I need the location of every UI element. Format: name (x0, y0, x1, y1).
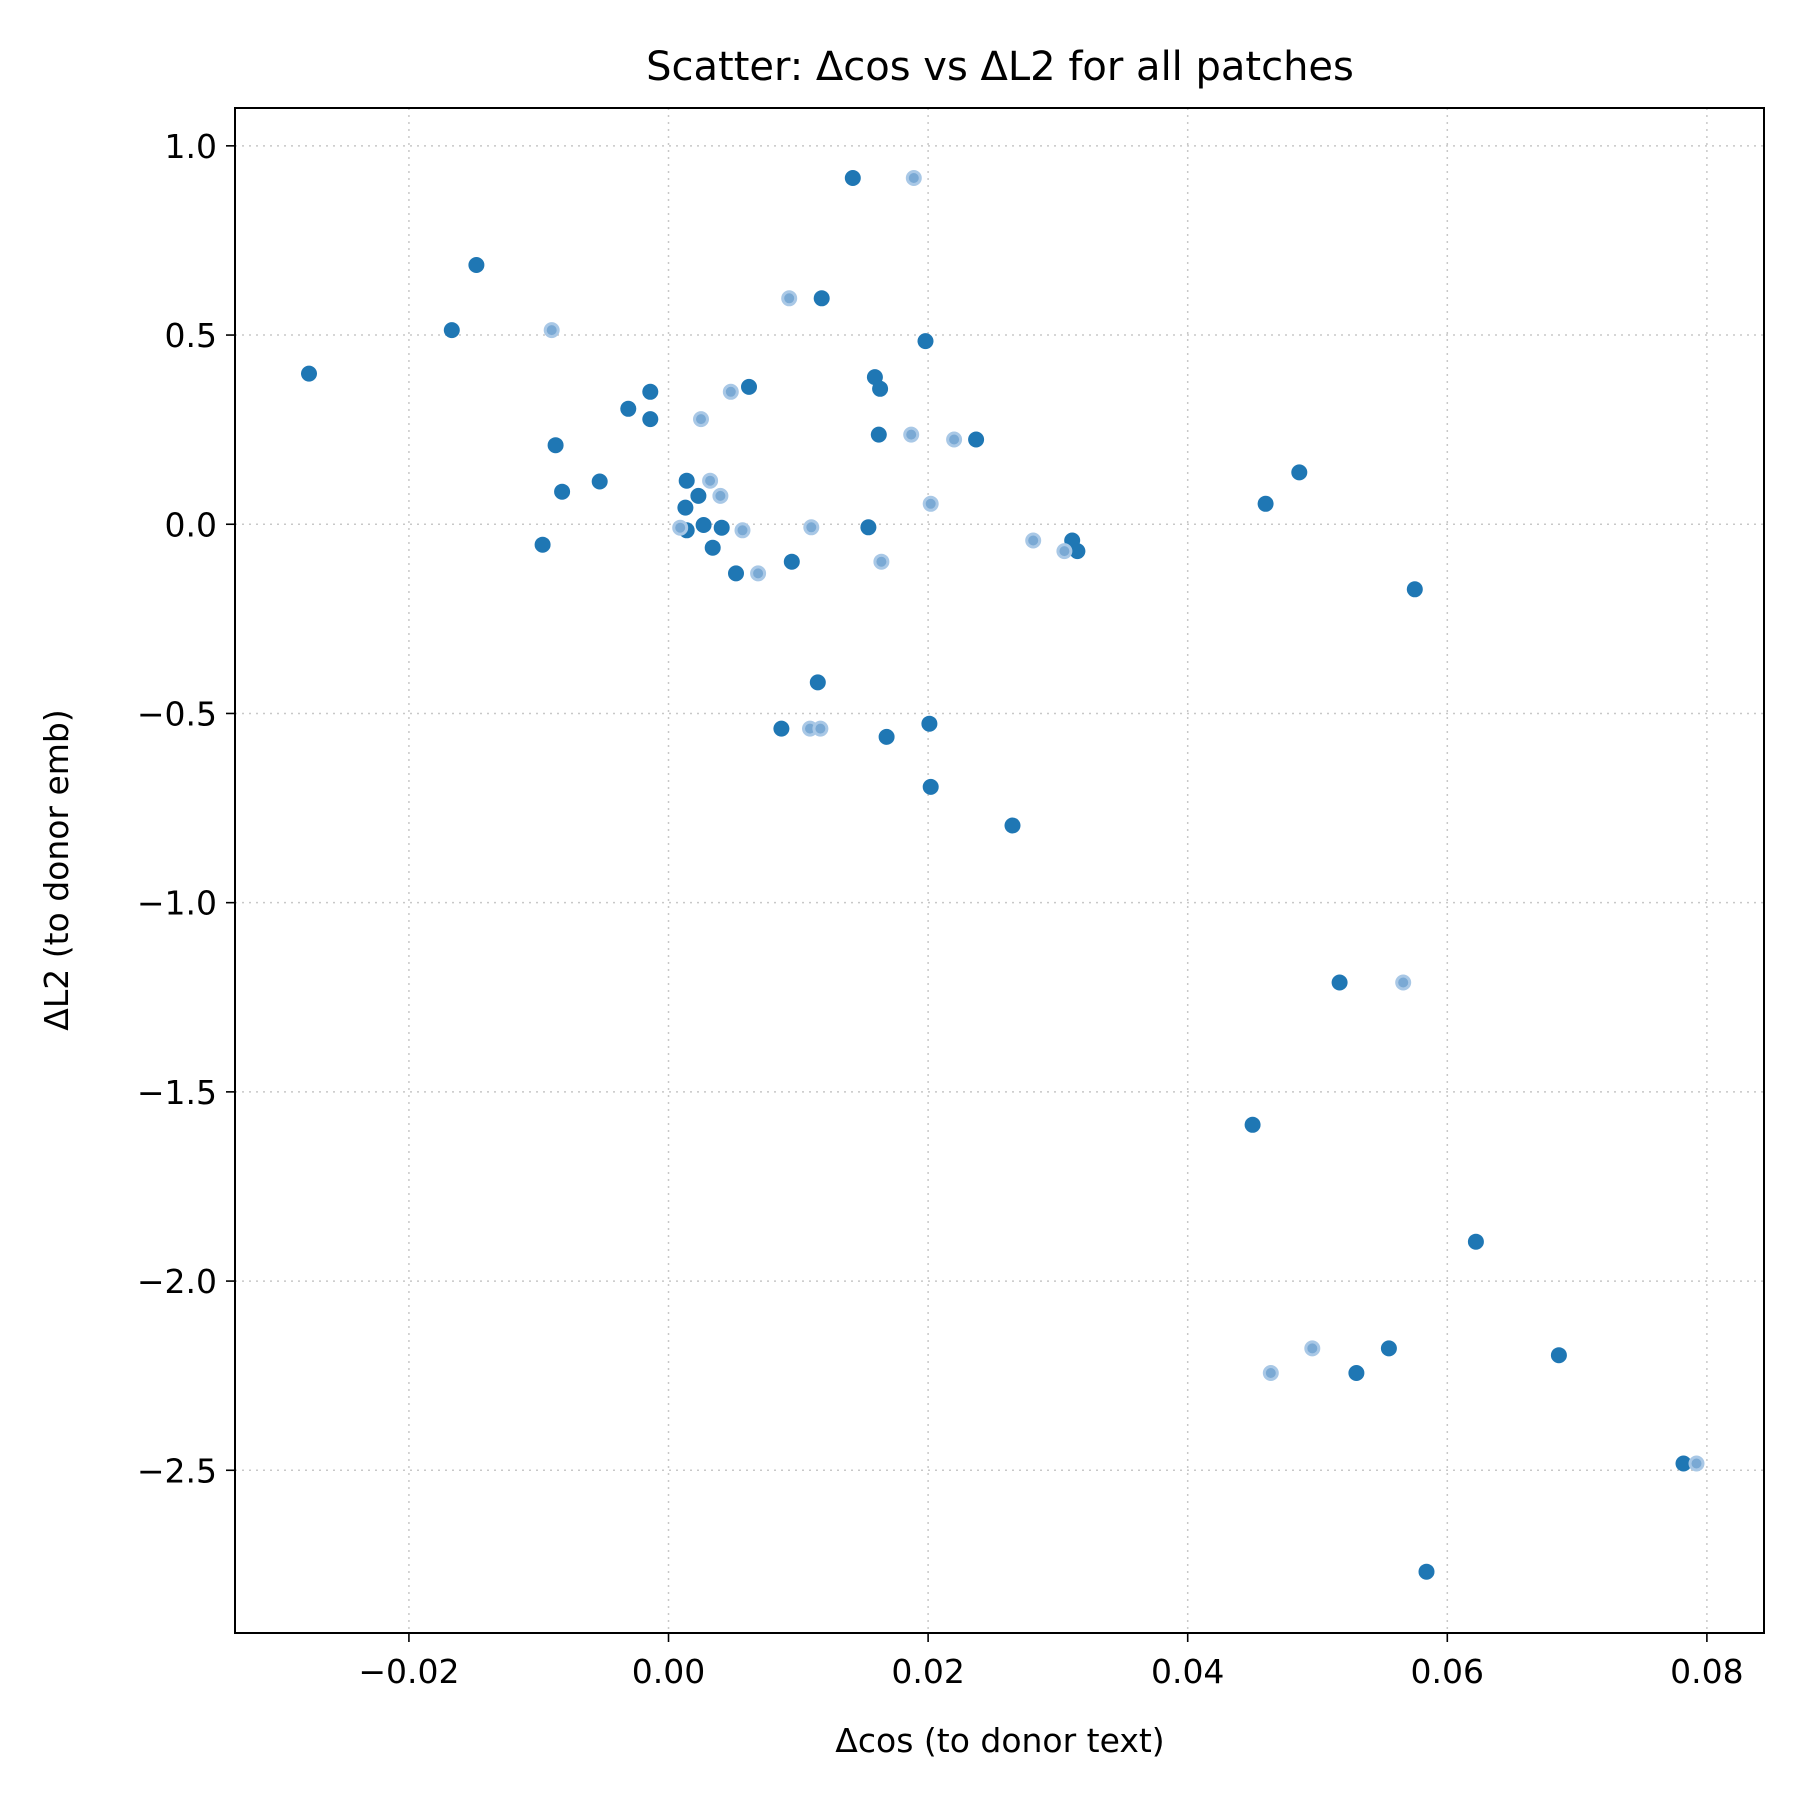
x-tick-label: 0.06 (1411, 1652, 1484, 1691)
data-point-faded (1025, 532, 1042, 549)
data-point (809, 674, 826, 691)
data-point (773, 720, 790, 737)
data-point-faded (722, 383, 739, 400)
data-point-faded (812, 720, 829, 737)
data-point-faded (702, 472, 719, 489)
data-point (922, 778, 939, 795)
data-point (1244, 1116, 1261, 1133)
data-point (1467, 1233, 1484, 1250)
data-point (1291, 464, 1308, 481)
data-point (1406, 581, 1423, 598)
data-point (968, 431, 985, 448)
data-point (860, 519, 877, 536)
data-point-faded (672, 519, 689, 536)
data-point (728, 565, 744, 582)
data-point-faded (905, 170, 922, 186)
data-point (844, 170, 861, 186)
data-point (921, 715, 938, 732)
data-point-faded (803, 519, 820, 536)
y-tick-label: −1.0 (137, 884, 217, 923)
data-point (917, 333, 934, 350)
data-point (813, 290, 830, 307)
data-point (677, 499, 694, 516)
data-point (1004, 817, 1021, 834)
data-point (620, 400, 637, 417)
data-point-faded (543, 322, 560, 339)
x-axis-ticks: −0.02 0.00 0.02 0.04 0.06 0.08 (358, 1633, 1744, 1691)
data-point-faded (734, 522, 751, 539)
data-point (468, 257, 485, 273)
data-point-faded (873, 553, 890, 570)
data-point-faded (712, 487, 729, 504)
data-point (1069, 543, 1086, 560)
data-point-faded (1688, 1455, 1705, 1472)
data-point (1380, 1340, 1397, 1357)
data-point (695, 517, 712, 533)
data-point (547, 437, 564, 454)
data-point (301, 365, 317, 382)
x-tick-label: 0.04 (1151, 1652, 1224, 1691)
data-point (1257, 495, 1274, 512)
data-point-faded (1056, 543, 1073, 560)
data-point (783, 553, 800, 570)
y-tick-label: −2.5 (137, 1451, 217, 1490)
x-tick-label: 0.02 (891, 1652, 964, 1691)
y-tick-label: 0.0 (165, 505, 217, 544)
data-point-faded (946, 431, 963, 448)
chart-title: Scatter: Δcos vs ΔL2 for all patches (646, 44, 1354, 90)
data-point (534, 536, 551, 553)
data-point (1550, 1347, 1567, 1364)
data-point-faded (1262, 1365, 1279, 1381)
data-point (591, 473, 608, 490)
plot-frame (234, 107, 1765, 1634)
data-point (878, 728, 895, 745)
data-point (870, 426, 887, 443)
y-tick-label: −0.5 (137, 694, 217, 733)
data-point (554, 483, 571, 500)
data-point (872, 380, 889, 397)
y-axis-ticks: 1.0 0.5 0.0 −0.5 −1.0 −1.5 −2.0 −2.5 (137, 127, 235, 1490)
data-point-faded (1395, 974, 1412, 991)
data-point (1418, 1563, 1435, 1580)
data-point (1348, 1365, 1365, 1381)
data-point (690, 487, 707, 504)
data-point (713, 519, 730, 536)
data-point-faded (693, 411, 709, 428)
data-point (1331, 974, 1348, 991)
y-axis-label: ΔL2 (to donor emb) (37, 709, 76, 1031)
y-tick-label: 0.5 (165, 316, 217, 355)
data-point-faded (903, 426, 920, 443)
data-point (704, 539, 721, 556)
x-axis-label: Δcos (to donor text) (835, 1721, 1164, 1760)
y-tick-label: −2.0 (137, 1262, 217, 1301)
data-point (642, 383, 659, 400)
y-tick-label: 1.0 (165, 127, 217, 166)
data-point (678, 472, 695, 489)
data-points (301, 170, 1705, 1580)
y-tick-label: −1.5 (137, 1073, 217, 1112)
x-tick-label: −0.02 (358, 1652, 459, 1691)
data-point-faded (922, 495, 939, 512)
data-point (443, 322, 460, 339)
data-point-faded (750, 565, 767, 582)
data-point-faded (1304, 1340, 1321, 1357)
x-tick-label: 0.00 (632, 1652, 705, 1691)
data-point (741, 378, 757, 395)
data-point-faded (781, 290, 798, 307)
data-point (642, 411, 659, 428)
data-point (1675, 1455, 1692, 1472)
x-tick-label: 0.08 (1670, 1652, 1743, 1691)
grid-lines (235, 108, 1764, 1633)
